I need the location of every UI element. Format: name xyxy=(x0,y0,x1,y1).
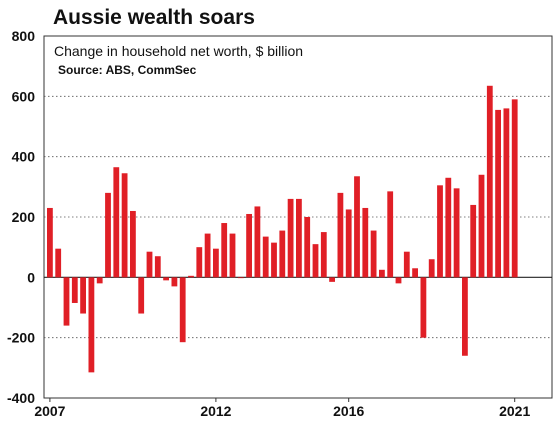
bar xyxy=(121,173,128,278)
bar xyxy=(63,277,70,326)
bar xyxy=(171,277,178,287)
bar xyxy=(437,185,443,278)
y-tick-label: 400 xyxy=(12,149,36,165)
bar xyxy=(130,210,136,278)
bar xyxy=(55,248,62,278)
chart-title: Aussie wealth soars xyxy=(53,6,255,29)
bar xyxy=(96,277,103,284)
bar xyxy=(204,233,211,278)
bar xyxy=(296,198,302,278)
bar xyxy=(196,247,203,278)
bar xyxy=(495,109,501,278)
bar xyxy=(271,242,277,278)
bar xyxy=(47,207,53,278)
bar xyxy=(312,244,319,278)
bar xyxy=(395,277,402,284)
bar xyxy=(511,99,518,278)
x-axis-ticks: 2007 2012 2016 2021 xyxy=(34,398,530,419)
bar xyxy=(354,176,360,278)
y-axis-ticks: 800 600 400 200 0 -200 -400 xyxy=(7,28,35,406)
bar xyxy=(221,223,228,278)
bar xyxy=(237,277,244,279)
bar xyxy=(154,256,161,278)
bar xyxy=(428,259,435,278)
bar xyxy=(345,209,352,278)
bar xyxy=(503,108,510,278)
y-tick-label: 200 xyxy=(12,209,36,225)
bar xyxy=(138,277,145,314)
bar xyxy=(445,177,452,278)
bar xyxy=(337,192,344,278)
bar xyxy=(246,213,252,278)
y-tick-label: -400 xyxy=(7,390,35,406)
bar xyxy=(71,277,78,303)
bar xyxy=(420,277,427,338)
bar xyxy=(379,269,385,278)
bar xyxy=(370,230,377,278)
bar xyxy=(486,85,493,278)
bar xyxy=(387,191,394,278)
bar xyxy=(146,251,153,278)
bar xyxy=(403,251,410,278)
bar xyxy=(478,174,485,278)
chart-subtitle: Change in household net worth, $ billion xyxy=(54,43,303,59)
y-tick-label: 800 xyxy=(12,28,36,44)
bar xyxy=(329,277,335,282)
bar xyxy=(262,236,269,278)
bar xyxy=(179,277,186,343)
bar xyxy=(470,204,477,278)
y-tick-label: -200 xyxy=(7,330,35,346)
bar xyxy=(462,277,468,356)
bar xyxy=(362,207,369,278)
bar xyxy=(213,248,219,278)
y-tick-label: 0 xyxy=(27,269,35,285)
bar xyxy=(320,232,327,278)
x-tick-label: 2016 xyxy=(333,403,364,419)
bar xyxy=(80,277,86,314)
bar xyxy=(188,275,194,278)
bar xyxy=(105,192,111,278)
bar xyxy=(279,230,286,278)
x-tick-label: 2012 xyxy=(200,403,231,419)
bar xyxy=(412,268,418,278)
x-tick-label: 2007 xyxy=(34,403,65,419)
y-tick-label: 600 xyxy=(12,88,36,104)
x-tick-label: 2021 xyxy=(499,403,530,419)
bar xyxy=(287,198,294,278)
chart-source: Source: ABS, CommSec xyxy=(58,63,197,77)
subtitle-backdrop xyxy=(48,40,346,80)
bar xyxy=(453,188,460,278)
bar xyxy=(304,217,311,278)
bar xyxy=(229,233,236,278)
bar xyxy=(113,167,120,278)
bar xyxy=(163,277,169,281)
bar xyxy=(254,206,261,278)
bars xyxy=(47,85,518,373)
bar xyxy=(88,277,95,373)
